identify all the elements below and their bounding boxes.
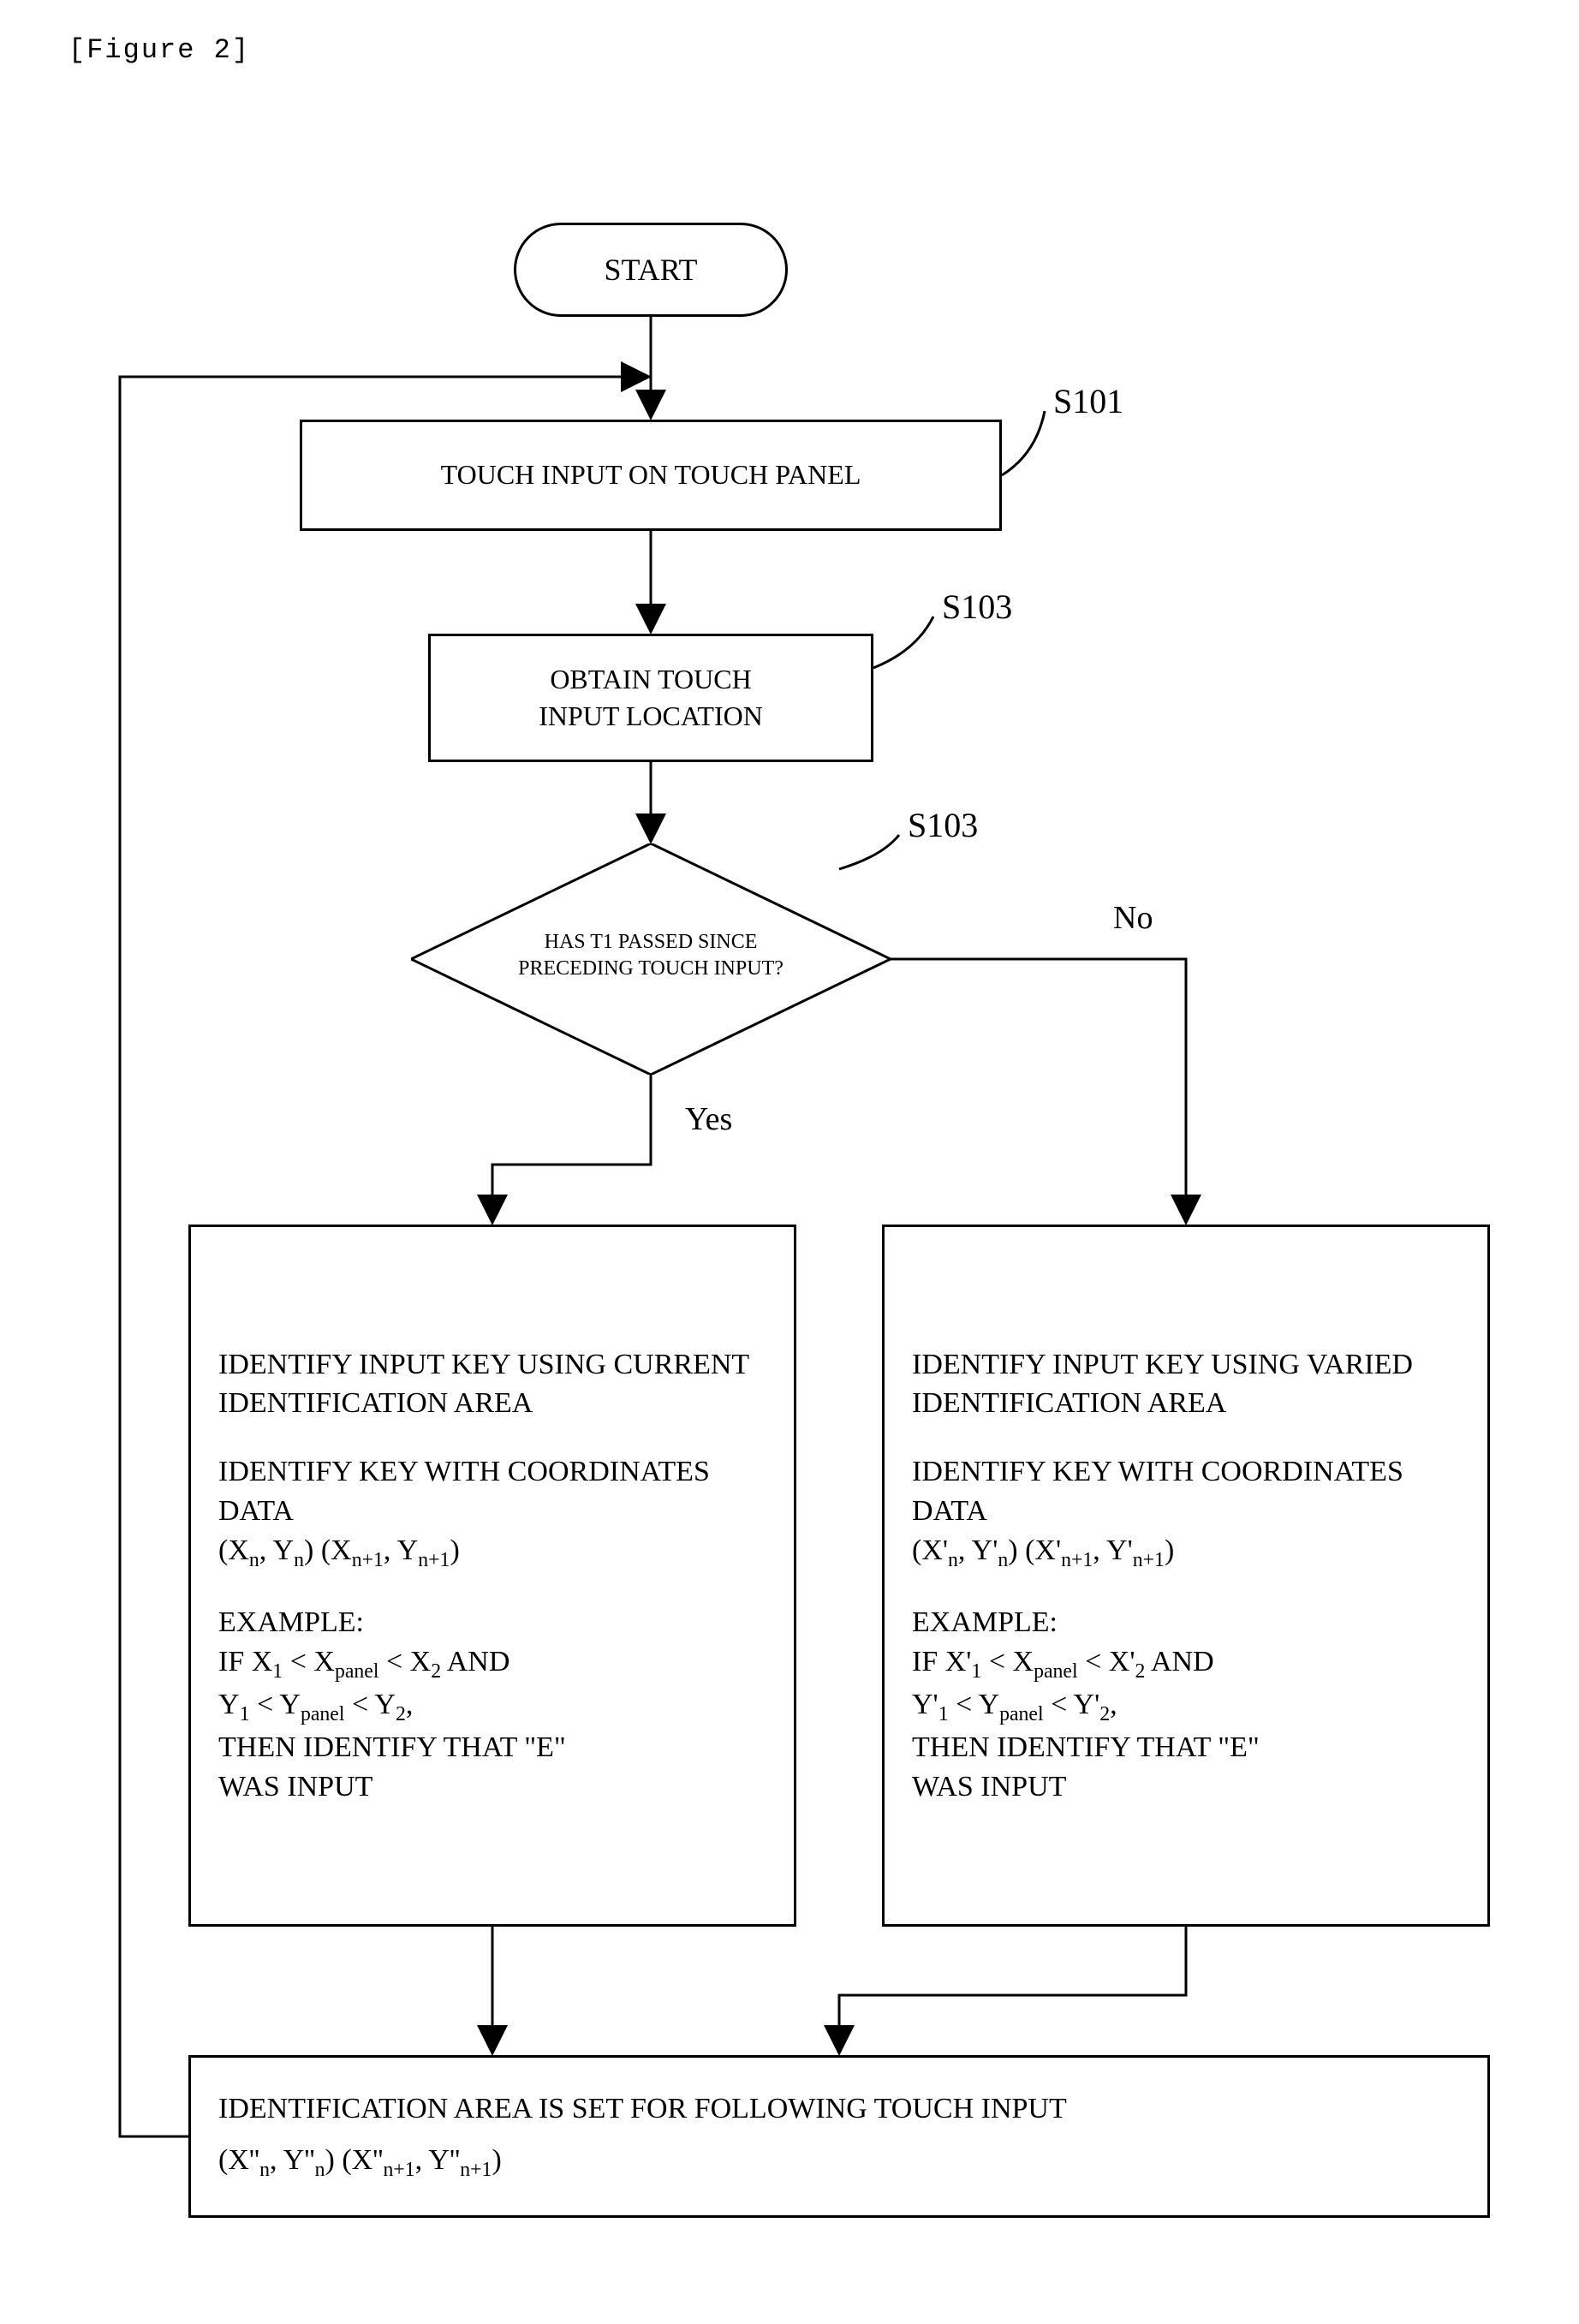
yes-coords-data: (Xn, Yn) (Xn+1, Yn+1) xyxy=(218,1531,766,1574)
process-obtain-location-text: OBTAIN TOUCH INPUT LOCATION xyxy=(539,661,763,735)
no-example: EXAMPLE: IF X'1 < Xpanel < X'2 AND Y'1 <… xyxy=(912,1603,1260,1807)
connectors xyxy=(0,0,1579,2324)
label-lead-s103a xyxy=(0,0,1579,2324)
no-coords-data: (X'n, Y'n) (X'n+1, Y'n+1) xyxy=(912,1531,1460,1574)
yes-example: EXAMPLE: IF X1 < Xpanel < X2 AND Y1 < Yp… xyxy=(218,1603,566,1807)
yes-example-label: EXAMPLE: xyxy=(218,1603,566,1642)
label-lead-s103b xyxy=(0,0,1579,2324)
process-obtain-location: OBTAIN TOUCH INPUT LOCATION xyxy=(428,634,873,762)
yes-example-line-4: WAS INPUT xyxy=(218,1767,566,1807)
step-label-s103a: S103 xyxy=(942,587,1012,627)
step-label-s101: S101 xyxy=(1053,381,1123,421)
yes-example-line-2: Y1 < Ypanel < Y2, xyxy=(218,1685,566,1728)
yes-coords-intro: IDENTIFY KEY WITH COORDINATES DATA xyxy=(218,1452,766,1531)
set-area-line-1: IDENTIFICATION AREA IS SET FOR FOLLOWING… xyxy=(218,2089,1067,2129)
no-example-line-2: Y'1 < Ypanel < Y'2, xyxy=(912,1685,1260,1728)
decision-text: HAS T1 PASSED SINCE PRECEDING TOUCH INPU… xyxy=(514,929,788,982)
process-set-area: IDENTIFICATION AREA IS SET FOR FOLLOWING… xyxy=(188,2055,1490,2218)
start-node: START xyxy=(514,223,788,317)
no-example-line-3: THEN IDENTIFY THAT "E" xyxy=(912,1728,1260,1767)
process-identify-varied: IDENTIFY INPUT KEY USING VARIED IDENTIFI… xyxy=(882,1225,1490,1927)
start-text: START xyxy=(605,252,698,288)
no-coords: IDENTIFY KEY WITH COORDINATES DATA (X'n,… xyxy=(912,1452,1460,1574)
yes-example-line-1: IF X1 < Xpanel < X2 AND xyxy=(218,1642,566,1685)
label-lead-s101 xyxy=(0,0,1579,2324)
no-title: IDENTIFY INPUT KEY USING VARIED IDENTIFI… xyxy=(912,1345,1460,1424)
no-coords-intro: IDENTIFY KEY WITH COORDINATES DATA xyxy=(912,1452,1460,1531)
process-touch-input-text: TOUCH INPUT ON TOUCH PANEL xyxy=(441,456,861,493)
no-example-label: EXAMPLE: xyxy=(912,1603,1260,1642)
yes-title: IDENTIFY INPUT KEY USING CURRENT IDENTIF… xyxy=(218,1345,766,1424)
yes-example-line-3: THEN IDENTIFY THAT "E" xyxy=(218,1728,566,1767)
no-example-line-1: IF X'1 < Xpanel < X'2 AND xyxy=(912,1642,1260,1685)
branch-no: No xyxy=(1113,899,1153,937)
yes-coords: IDENTIFY KEY WITH COORDINATES DATA (Xn, … xyxy=(218,1452,766,1574)
branch-yes: Yes xyxy=(685,1100,732,1138)
no-example-line-4: WAS INPUT xyxy=(912,1767,1260,1807)
step-label-s103b: S103 xyxy=(908,805,978,845)
process-touch-input: TOUCH INPUT ON TOUCH PANEL xyxy=(300,420,1002,531)
figure-caption: [Figure 2] xyxy=(69,34,250,66)
decision-t1-passed: HAS T1 PASSED SINCE PRECEDING TOUCH INPU… xyxy=(411,843,891,1075)
process-identify-current: IDENTIFY INPUT KEY USING CURRENT IDENTIF… xyxy=(188,1225,796,1927)
set-area-line-2: (X''n, Y''n) (X''n+1, Y''n+1) xyxy=(218,2141,502,2184)
